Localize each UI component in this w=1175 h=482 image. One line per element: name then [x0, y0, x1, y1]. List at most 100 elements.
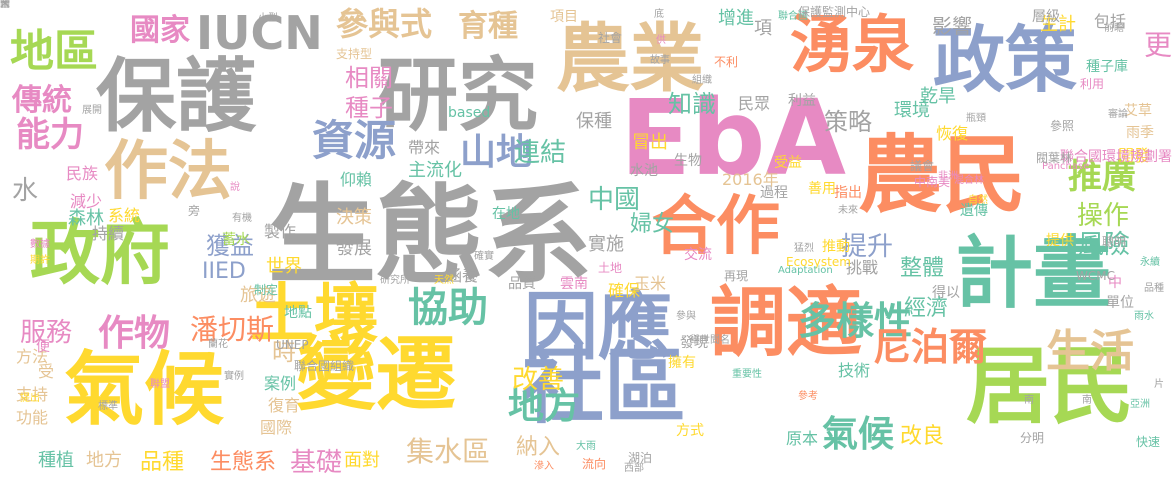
- cloud-word: 品種: [140, 452, 184, 474]
- cloud-word: 擁有: [668, 356, 696, 370]
- cloud-word: 實施: [588, 236, 624, 254]
- cloud-word: 蘭花: [208, 340, 228, 350]
- cloud-word: 說: [230, 183, 240, 193]
- cloud-word: 尼泊爾: [873, 328, 987, 366]
- cloud-word: 參考: [798, 392, 818, 402]
- cloud-word: 研究所: [380, 276, 410, 286]
- cloud-word: 持續: [92, 226, 124, 242]
- cloud-word: 整體: [900, 258, 944, 280]
- cloud-word: 快速: [1136, 436, 1160, 448]
- cloud-word: 重要性: [732, 370, 762, 380]
- cloud-word: 西部: [624, 464, 644, 474]
- cloud-word: 方式: [676, 424, 704, 438]
- cloud-word: 生活: [1046, 330, 1134, 374]
- cloud-word: 恢復: [936, 126, 968, 142]
- cloud-word: 參照: [1050, 120, 1074, 132]
- cloud-word: IIED: [202, 261, 246, 283]
- cloud-word: 遺傳: [960, 204, 988, 218]
- cloud-word: 標準: [98, 402, 118, 412]
- cloud-word: 集水區: [406, 438, 490, 466]
- cloud-word: 發展: [336, 240, 372, 258]
- cloud-word: 資源: [312, 120, 396, 162]
- cloud-word: 國家: [130, 16, 190, 46]
- cloud-word: 水池: [630, 164, 658, 178]
- cloud-word: 在地: [492, 207, 520, 221]
- cloud-word: 製作: [264, 224, 296, 240]
- cloud-word: 推動: [822, 240, 850, 254]
- cloud-word: 湧泉: [790, 14, 914, 76]
- cloud-word: 帶來: [408, 140, 440, 156]
- cloud-word: 故事: [650, 56, 670, 66]
- cloud-word: 單位: [1106, 296, 1134, 310]
- cloud-word: 水: [12, 178, 38, 204]
- cloud-word: 傳統: [12, 86, 72, 116]
- cloud-word: 民族: [66, 166, 98, 182]
- cloud-word: 大雨: [576, 442, 596, 452]
- cloud-word: 分明: [1020, 432, 1044, 444]
- cloud-word: 種植: [38, 452, 74, 470]
- cloud-word: 蓄水: [222, 233, 250, 247]
- cloud-word: 國際: [260, 420, 292, 436]
- cloud-word: 受益: [774, 156, 802, 170]
- cloud-word: 小型: [258, 14, 278, 24]
- cloud-word: 協助: [408, 288, 488, 328]
- cloud-word: 策略: [824, 110, 872, 134]
- cloud-word: 民眾: [738, 96, 770, 112]
- cloud-word: 混合林: [954, 176, 984, 186]
- cloud-word: 聯合國組織: [294, 360, 354, 372]
- cloud-word: 品種: [1144, 284, 1164, 294]
- cloud-word: 議會: [910, 160, 934, 172]
- cloud-word: 能力: [16, 118, 84, 152]
- cloud-word: 數據: [30, 240, 50, 250]
- cloud-word: 聯盟: [150, 380, 170, 390]
- cloud-word: 保護: [96, 57, 256, 137]
- cloud-word: 確實: [474, 252, 494, 262]
- cloud-word: 展開: [82, 106, 102, 116]
- cloud-word: 世界: [266, 258, 302, 276]
- cloud-word: 支持型: [336, 48, 372, 60]
- cloud-word: 不利: [714, 56, 738, 68]
- cloud-word: 地方: [86, 452, 122, 470]
- cloud-word: 連結: [514, 140, 566, 166]
- cloud-word: 受: [38, 364, 54, 380]
- cloud-word: 滲入: [534, 462, 554, 472]
- cloud-word: 自然: [968, 196, 988, 206]
- cloud-word: 經濟: [904, 298, 948, 320]
- cloud-word: 面對: [344, 452, 380, 470]
- cloud-word: 基礎: [290, 450, 342, 476]
- cloud-word: 2016年: [722, 172, 779, 188]
- cloud-word: 改善: [512, 367, 564, 393]
- cloud-word: 組織: [692, 76, 712, 86]
- cloud-word: 地點: [284, 306, 312, 320]
- cloud-word: 實例: [224, 372, 244, 382]
- cloud-word: 案例: [264, 376, 296, 392]
- cloud-word: 瓶頸: [966, 114, 986, 124]
- cloud-word: 相關: [345, 66, 393, 90]
- cloud-word: 影響: [932, 16, 972, 36]
- cloud-word: 天然: [434, 276, 454, 286]
- cloud-word: 氣候: [822, 417, 894, 453]
- cloud-word: 玉米: [634, 276, 666, 292]
- cloud-word: 雨季: [1126, 126, 1154, 140]
- cloud-word: 項目: [550, 10, 578, 24]
- cloud-word: UNEP: [276, 339, 309, 351]
- cloud-word: 善用: [808, 182, 836, 196]
- cloud-word: 指出: [834, 186, 862, 200]
- cloud-word: 地區: [10, 30, 98, 74]
- cloud-word: 生態系: [268, 183, 592, 291]
- cloud-word: 宋: [0, 0, 10, 10]
- cloud-word: 作法: [104, 140, 232, 204]
- cloud-word: 利益: [788, 94, 816, 108]
- cloud-word: 聰明: [1102, 236, 1126, 248]
- cloud-word: 氣候: [64, 350, 224, 430]
- cloud-word: 項: [752, 18, 770, 36]
- cloud-word: 主流化: [408, 162, 462, 180]
- cloud-word: 便: [36, 340, 50, 354]
- cloud-word: 中國: [588, 187, 640, 213]
- cloud-word: 作物: [98, 316, 170, 352]
- cloud-word: 南: [1082, 396, 1092, 406]
- cloud-word: 納入: [516, 437, 560, 459]
- cloud-word: 再現: [724, 270, 748, 282]
- cloud-word: 生物: [674, 154, 702, 168]
